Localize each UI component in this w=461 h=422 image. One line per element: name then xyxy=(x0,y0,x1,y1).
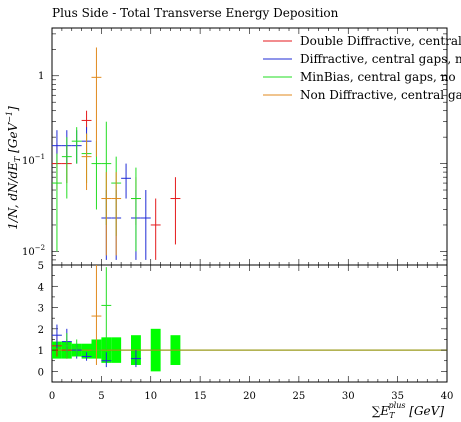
lower-axis-ticks xyxy=(51,264,448,382)
lower-panel: 0 5 10 15 20 25 30 35 40 0 1 2 3 4 5 ∑ETplus [GeV] xyxy=(38,261,454,420)
xtick-label: 10 xyxy=(144,391,157,402)
xtick-label: 30 xyxy=(342,391,355,402)
lower-data-points xyxy=(52,265,141,368)
lower-ytick-label: 0 xyxy=(38,367,44,378)
xtick-label: 25 xyxy=(293,391,306,402)
upper-panel: 1 10−1 10−2 1/N, dN/dET [GeV−1] xyxy=(5,27,448,266)
xtick-label: 40 xyxy=(441,391,454,402)
lower-ytick-label: 3 xyxy=(38,304,44,315)
xtick-label: 20 xyxy=(243,391,256,402)
lower-ytick-label: 4 xyxy=(38,282,44,293)
upper-data-points xyxy=(52,47,181,260)
legend-label-3: Non Diffractive, central ga xyxy=(300,88,461,102)
upper-ytick-label-1: 1 xyxy=(38,71,44,82)
legend-label-0: Double Diffractive, central xyxy=(300,34,461,48)
xtick-label: 35 xyxy=(391,391,404,402)
upper-ytick-label-0.01: 10−2 xyxy=(22,244,45,258)
lower-ytick-label: 5 xyxy=(38,261,44,272)
xtick-label: 5 xyxy=(98,391,104,402)
lower-plot-frame xyxy=(51,264,448,383)
upper-y-axis-label: 1/N, dN/dET [GeV−1] xyxy=(5,106,22,230)
lower-tick-labels: 0 5 10 15 20 25 30 35 40 0 1 2 3 4 5 xyxy=(38,261,454,402)
chart-title: Plus Side - Total Transverse Energy Depo… xyxy=(52,6,339,20)
ratio-band-bin xyxy=(81,343,92,359)
legend-label-1: Diffractive, central gaps, n xyxy=(300,52,461,66)
upper-ytick-label-0.1: 10−1 xyxy=(22,153,45,167)
xtick-label: 0 xyxy=(49,391,55,402)
xtick-label: 15 xyxy=(194,391,207,402)
lower-ytick-label: 2 xyxy=(38,325,44,336)
legend: Double Diffractive, central Diffractive, … xyxy=(263,34,461,102)
x-axis-label: ∑ETplus [GeV] xyxy=(372,401,444,420)
lower-ytick-label: 1 xyxy=(38,346,44,357)
legend-label-2: MinBias, central gaps, no xyxy=(300,70,456,84)
